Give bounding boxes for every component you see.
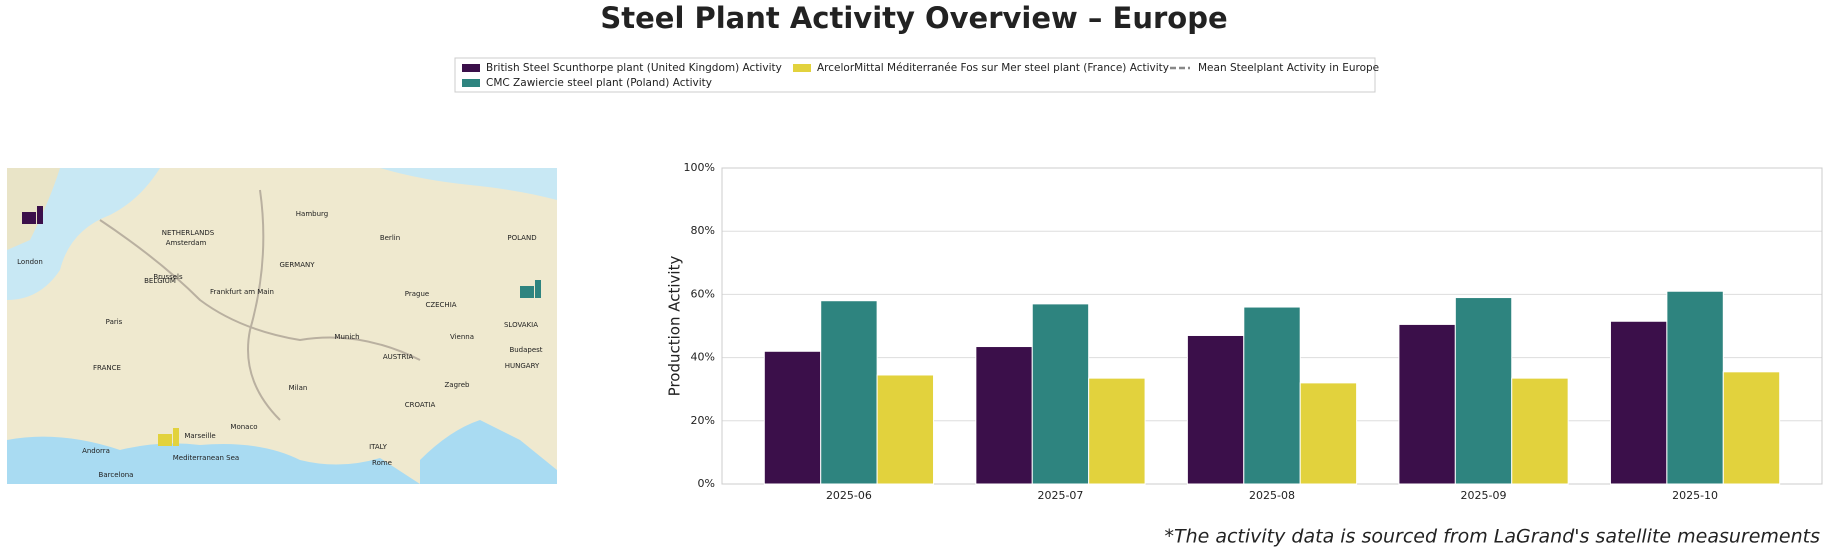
legend-label: British Steel Scunthorpe plant (United K…: [486, 62, 782, 74]
map-label: Rome: [372, 459, 392, 467]
map-label: CROATIA: [405, 401, 436, 409]
y-tick-label: 100%: [684, 161, 715, 174]
map-label: POLAND: [507, 234, 536, 242]
x-tick-label: 2025-08: [1249, 489, 1295, 502]
legend-swatch: [793, 64, 811, 72]
plant-icon: [535, 280, 541, 298]
map-label: Hamburg: [296, 210, 328, 218]
x-tick-label: 2025-09: [1461, 489, 1507, 502]
map-label: AUSTRIA: [383, 353, 414, 361]
bar: [1031, 303, 1090, 485]
plant-icon: [520, 286, 534, 298]
map-label: Brussels: [153, 273, 183, 281]
x-tick-label: 2025-06: [826, 489, 872, 502]
map-label: HUNGARY: [505, 362, 540, 370]
map-label: Frankfurt am Main: [210, 288, 274, 296]
plant-icon: [158, 434, 172, 446]
x-tick-label: 2025-07: [1037, 489, 1083, 502]
map-label: CZECHIA: [425, 301, 456, 309]
map-label: Mediterranean Sea: [173, 454, 239, 462]
bar: [1609, 320, 1668, 485]
map-label: Berlin: [380, 234, 400, 242]
bar: [763, 350, 822, 485]
map-label: Monaco: [230, 423, 257, 431]
map-label: Barcelona: [99, 471, 134, 479]
x-tick-label: 2025-10: [1672, 489, 1718, 502]
map-label: GERMANY: [279, 261, 315, 269]
title: Steel Plant Activity Overview – Europe: [600, 1, 1227, 35]
map-label: Zagreb: [444, 381, 470, 389]
map-label: ITALY: [369, 443, 388, 451]
y-tick-label: 80%: [691, 224, 715, 237]
map: [7, 168, 557, 484]
plant-icon: [173, 428, 179, 446]
map-label: London: [17, 258, 43, 266]
map-label: BELGIUM: [144, 277, 176, 285]
map-label: Milan: [289, 384, 308, 392]
plant-icon: [22, 212, 36, 224]
legend-label: Mean Steelplant Activity in Europe: [1198, 62, 1379, 74]
bar: [1454, 297, 1513, 485]
map-label: Amsterdam: [166, 239, 207, 247]
map-label: FRANCE: [93, 364, 121, 372]
y-tick-label: 60%: [691, 287, 715, 300]
footnote: *The activity data is sourced from LaGra…: [1164, 526, 1820, 548]
map-label: Prague: [405, 290, 429, 298]
legend-swatch: [462, 79, 480, 87]
y-tick-label: 0%: [698, 477, 715, 490]
plant-icon: [37, 206, 43, 224]
legend-swatch: [462, 64, 480, 72]
legend: [454, 57, 1376, 93]
map-label: Budapest: [509, 346, 542, 354]
bar: [1511, 377, 1569, 485]
bar: [975, 346, 1033, 485]
bar: [1186, 334, 1245, 485]
bar: [1299, 382, 1358, 485]
map-label: Vienna: [450, 333, 474, 341]
map-label: NETHERLANDS: [162, 229, 215, 237]
bar: [1722, 371, 1781, 485]
map-label: SLOVAKIA: [504, 321, 538, 329]
map-label: Marseille: [184, 432, 215, 440]
bar: [820, 300, 878, 485]
bar: [1398, 323, 1456, 485]
legend-label: ArcelorMittal Méditerranée Fos sur Mer s…: [817, 62, 1169, 74]
y-tick-label: 40%: [691, 351, 715, 364]
bar: [1243, 306, 1301, 485]
map-label: Andorra: [82, 447, 110, 455]
bar: [876, 374, 935, 485]
y-axis-label: Production Activity: [666, 256, 684, 397]
y-tick-label: 20%: [691, 414, 715, 427]
bar: [1088, 377, 1146, 485]
map-label: Paris: [106, 318, 123, 326]
bar: [1666, 290, 1724, 485]
legend-label: CMC Zawiercie steel plant (Poland) Activ…: [486, 77, 712, 89]
map-label: Munich: [334, 333, 359, 341]
